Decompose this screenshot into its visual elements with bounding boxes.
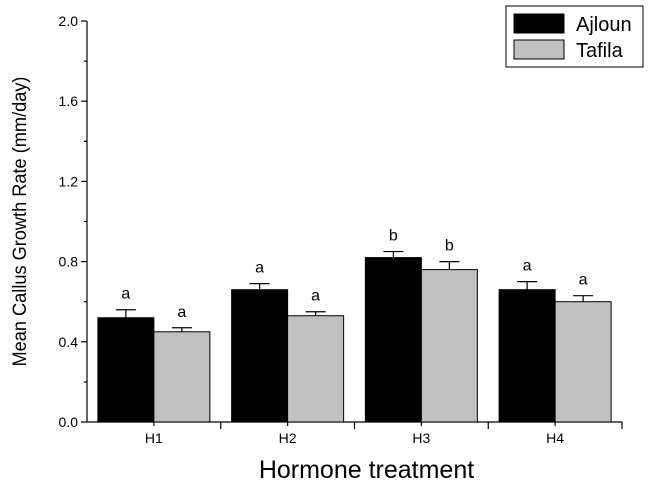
bar-tafila-h3 [420,269,478,423]
x-axis-title: Hormone treatment [259,456,474,484]
legend-swatch-ajloun [513,13,565,34]
bar-ajloun-h1 [97,317,155,423]
y-tick-label: 0.4 [59,334,79,350]
x-tick-label: H4 [546,430,564,446]
bar-tafila-h4 [554,301,612,423]
significance-label: a [121,286,130,303]
bar-tafila-h1 [153,331,211,423]
significance-label: a [311,288,320,305]
legend: Ajloun Tafila [505,5,644,68]
y-tick-label: 0.0 [59,414,79,430]
significance-label: a [255,260,264,277]
x-tick-label: H1 [145,430,163,446]
bar-ajloun-h2 [231,289,289,423]
bar-tafila-h2 [287,315,345,423]
x-tick-label: H2 [279,430,297,446]
bar-ajloun-h3 [364,257,422,423]
significance-label: b [389,228,398,245]
x-tick-label: H3 [412,430,430,446]
significance-label: a [523,258,532,275]
y-tick-label: 1.2 [59,173,79,189]
legend-swatch-tafila [513,39,565,60]
plot-area: 0.0 0.4 0.8 1.2 1.6 2.0 H1 a a H2 a a H3 b b H4 a a [59,13,623,446]
y-tick-label: 0.8 [59,254,79,270]
legend-label-ajloun: Ajloun [576,14,632,36]
significance-label: a [579,272,588,289]
significance-label: b [445,238,454,255]
bar-ajloun-h4 [498,289,556,423]
significance-label: a [177,304,186,321]
y-tick-label: 1.6 [59,93,79,109]
legend-label-tafila: Tafila [576,40,624,62]
y-tick-label: 2.0 [59,13,79,29]
y-axis-title: Mean Callus Growth Rate (mm/day) [10,77,31,367]
